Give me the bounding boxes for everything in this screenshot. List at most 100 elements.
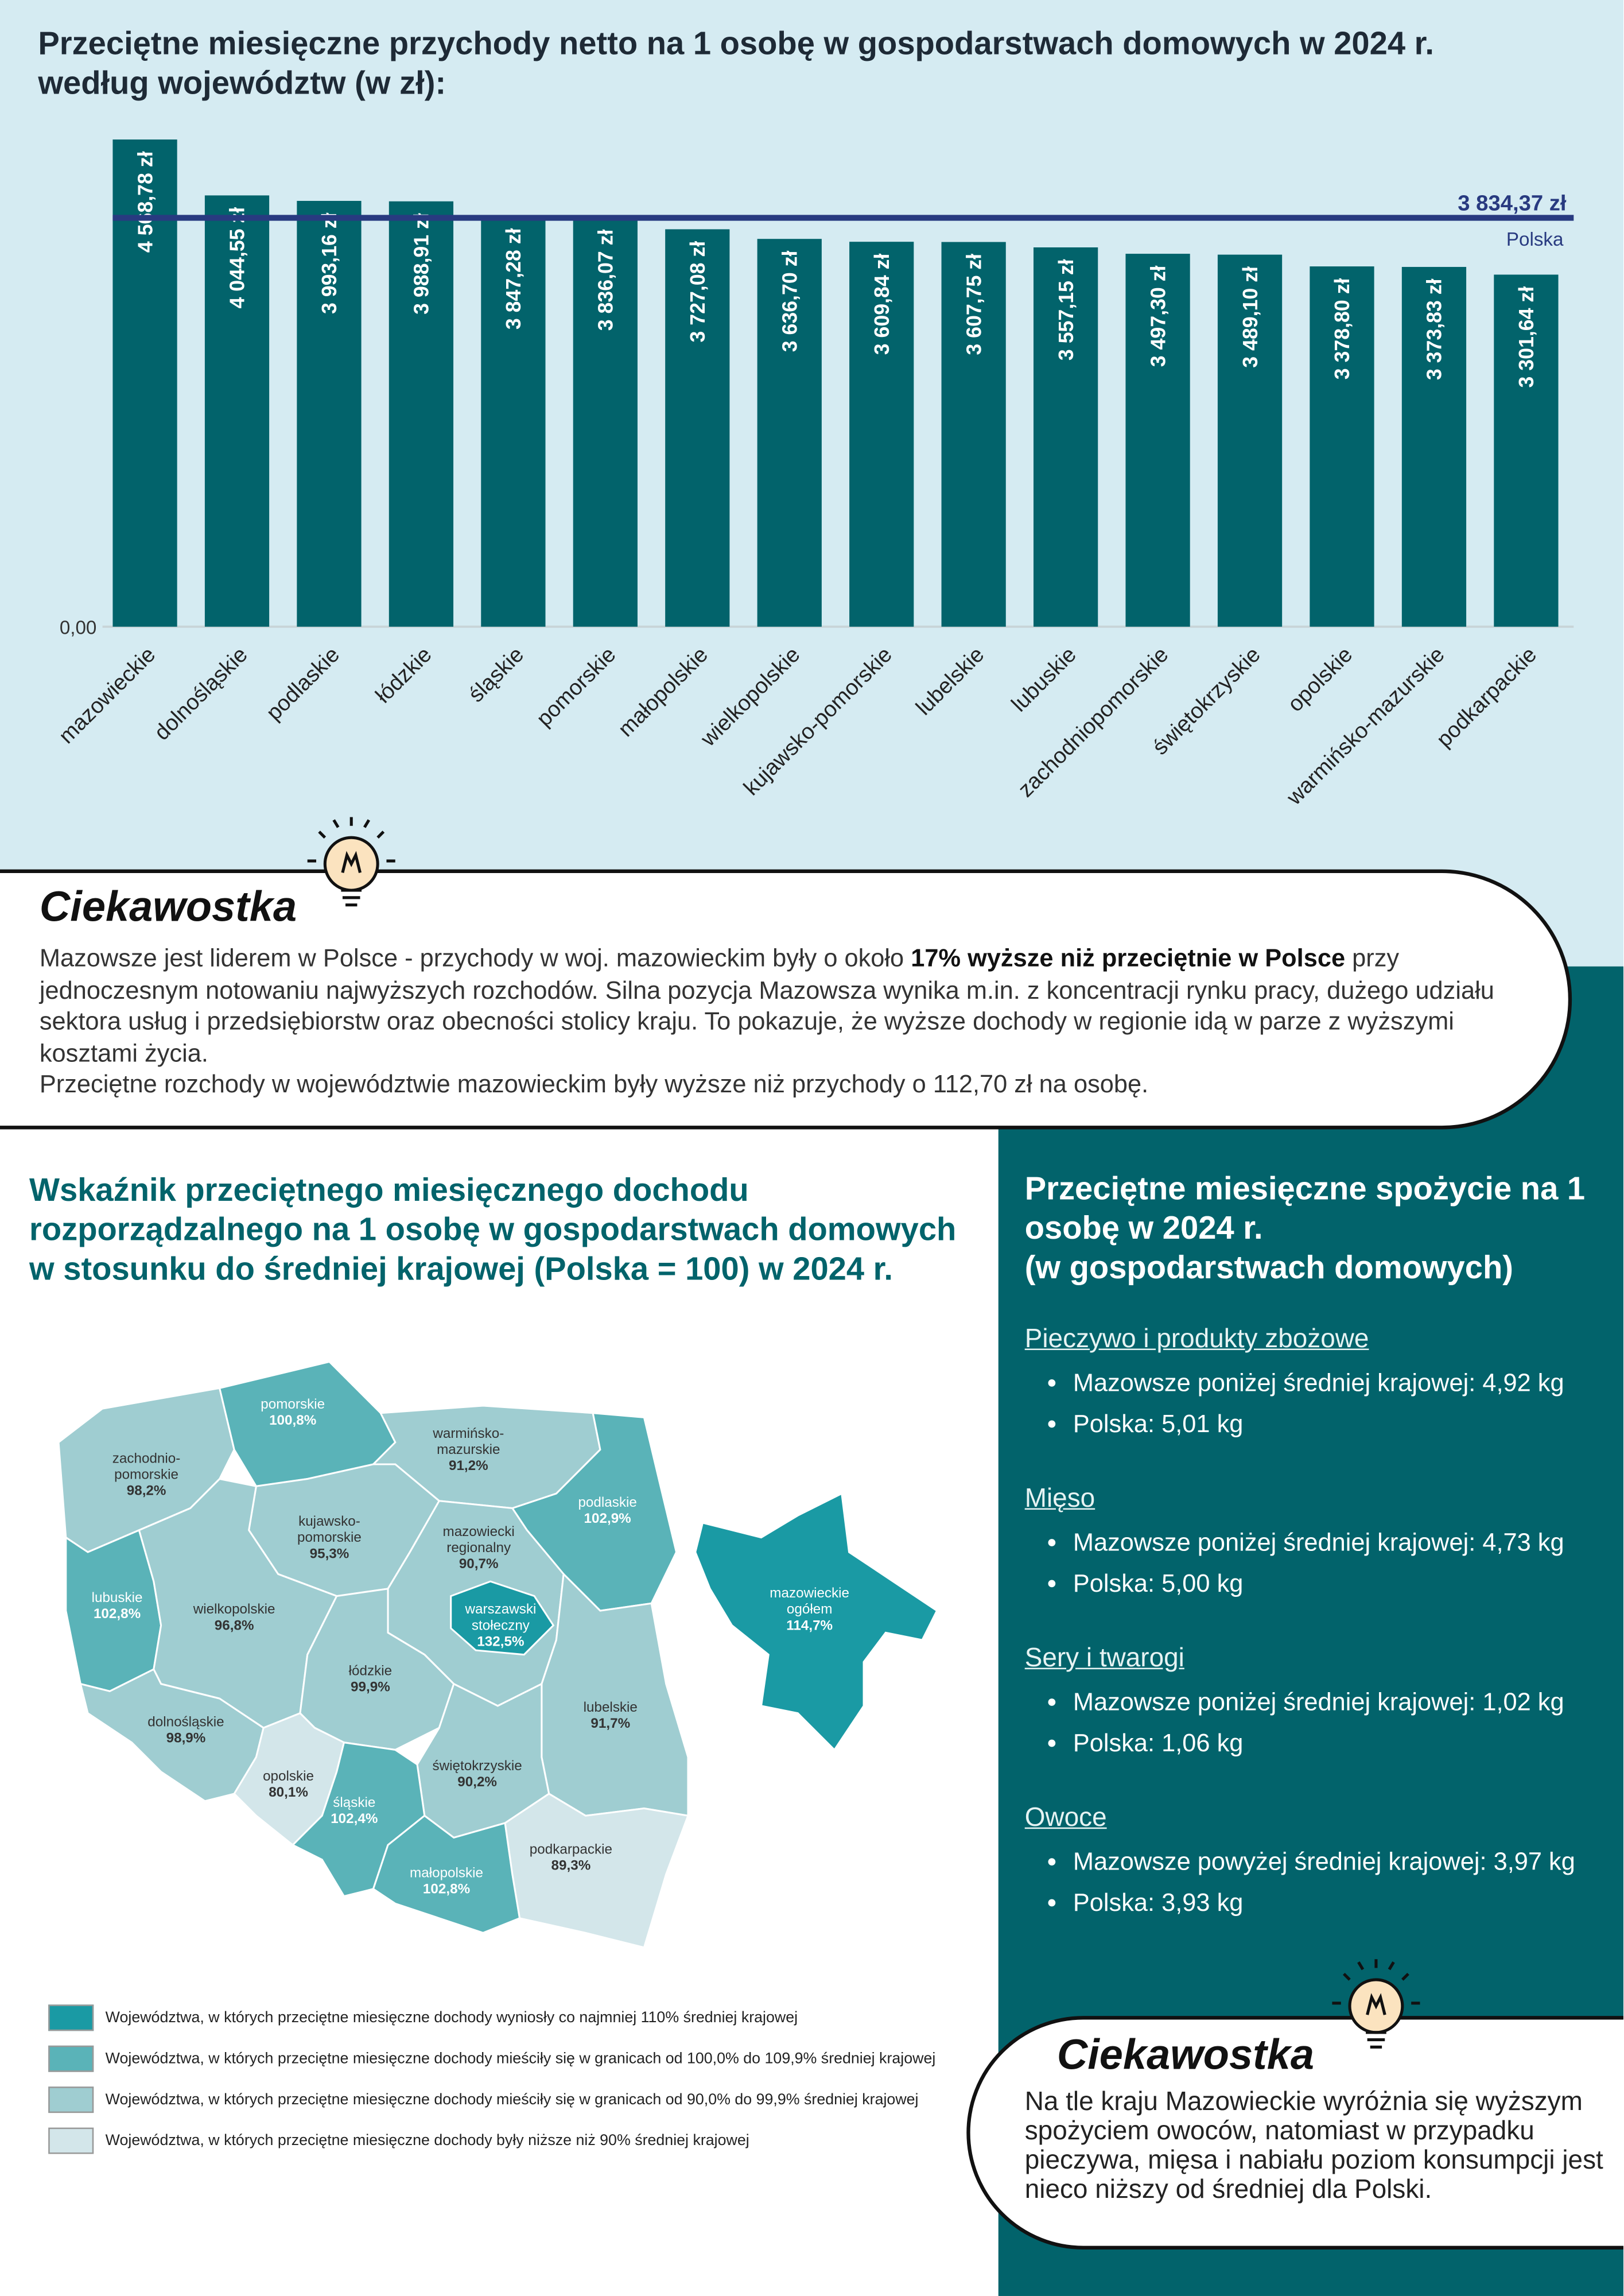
region-value: 80,1% xyxy=(269,1785,308,1801)
list-item: Polska: 5,01 kg xyxy=(1073,1404,1603,1445)
region-value: 102,4% xyxy=(331,1811,378,1828)
region-value: 102,9% xyxy=(584,1511,631,1527)
bar xyxy=(1494,274,1559,627)
region-name: małopolskie xyxy=(410,1865,484,1882)
value-label: 3 557,15 zł xyxy=(1055,259,1078,360)
legend: Województwa, w których przeciętne miesię… xyxy=(48,1998,935,2162)
region-value: 98,2% xyxy=(126,1483,166,1500)
section: Owoce Mazowsze powyżej średniej krajowej:… xyxy=(1025,1802,1603,1924)
text: Mazowsze jest liderem w Polsce - przycho… xyxy=(39,944,911,972)
list-item: Polska: 5,00 kg xyxy=(1073,1564,1603,1604)
region-value: 89,3% xyxy=(551,1858,591,1875)
reference-name: Polska xyxy=(1506,229,1564,250)
region-value: 90,7% xyxy=(459,1556,499,1573)
fact-text: Na tle kraju Mazowieckie wyróżnia się wy… xyxy=(1024,2086,1603,2204)
value-label: 3 301,64 zł xyxy=(1515,286,1538,388)
list-item: Mazowsze powyżej średniej krajowej: 3,97… xyxy=(1073,1842,1603,1883)
region-name: wielkopolskie xyxy=(193,1601,275,1618)
section-heading: Sery i twarogi xyxy=(1024,1643,1184,1673)
value-label: 3 727,08 zł xyxy=(686,241,709,343)
fact-card xyxy=(0,869,1572,1130)
bar xyxy=(204,195,270,627)
bar xyxy=(665,229,730,627)
legend-label: Województwa, w których przeciętne miesię… xyxy=(105,2008,798,2027)
legend-swatch xyxy=(48,2045,94,2072)
region-name: kujawsko-pomorskie xyxy=(297,1514,362,1546)
region-name: łódzkie xyxy=(348,1663,393,1680)
region-name: opolskie xyxy=(263,1768,314,1785)
region-label: świętokrzyskie 90,2% xyxy=(419,1759,536,1791)
bar xyxy=(1034,247,1098,627)
region-label: mazowieckie ogółem 114,7% xyxy=(758,1586,861,1634)
fact-text: Mazowsze jest liderem w Polsce - przycho… xyxy=(40,943,1503,1100)
legend-swatch xyxy=(48,2127,94,2154)
bar xyxy=(1125,254,1190,627)
bar xyxy=(1310,266,1374,627)
region-value: 102,8% xyxy=(422,1882,471,1898)
bar xyxy=(481,216,546,627)
bulb-icon xyxy=(307,817,395,907)
region-label: łódzkie 99,9% xyxy=(327,1663,414,1696)
item-list: Mazowsze poniżej średniej krajowej: 4,92… xyxy=(1025,1363,1603,1445)
region-label: warmińsko-mazurskie 91,2% xyxy=(417,1426,520,1475)
region xyxy=(541,1572,689,1817)
region-name: warmińsko-mazurskie xyxy=(433,1426,504,1459)
item-list: Mazowsze poniżej średniej krajowej: 4,73… xyxy=(1025,1523,1603,1605)
section: Mięso Mazowsze poniżej średniej krajowej:… xyxy=(1025,1483,1603,1605)
region xyxy=(372,1814,521,1934)
region-value: 91,7% xyxy=(590,1716,631,1732)
section-heading: Owoce xyxy=(1024,1802,1107,1832)
fact-title: Ciekawostka xyxy=(1056,2032,1315,2080)
legend-swatch xyxy=(48,2086,94,2113)
region-label: lubuskie 102,8% xyxy=(80,1590,154,1622)
region-name: świętokrzyskie xyxy=(432,1758,522,1775)
legend-item: Województwa, w których przeciętne miesię… xyxy=(48,2038,935,2079)
region-name: podlaskie xyxy=(578,1495,637,1511)
region-value: 90,2% xyxy=(457,1774,497,1791)
list-item: Polska: 3,93 kg xyxy=(1073,1883,1603,1924)
fact-card xyxy=(966,2016,1624,2250)
region xyxy=(504,1793,690,1949)
fact-title: Ciekawostka xyxy=(39,884,297,932)
value-label: 3 636,70 zł xyxy=(779,251,802,352)
value-label: 3 489,10 zł xyxy=(1239,266,1262,368)
chart-title: Przeciętne miesięczne przychody netto na… xyxy=(38,25,1435,102)
bulb-icon xyxy=(1332,1959,1420,2049)
region-name: lubelskie xyxy=(583,1700,638,1716)
region-value: 96,8% xyxy=(214,1618,254,1634)
panel-title: Przeciętne miesięczne spożycie na 1 osob… xyxy=(1024,1170,1586,1246)
region-label: mazowiecki regionalny 90,7% xyxy=(428,1525,530,1573)
legend-label: Województwa, w których przeciętne miesię… xyxy=(105,2132,749,2150)
region-label: opolskie 80,1% xyxy=(252,1769,325,1801)
paragraph: Przeciętne rozchody w województwie mazow… xyxy=(40,1069,1503,1100)
panel-title: (w gospodarstwach domowych) xyxy=(1024,1249,1513,1286)
region-value: 98,9% xyxy=(166,1731,206,1747)
region-name: dolnośląskie xyxy=(147,1715,224,1731)
value-label: 3 836,07 zł xyxy=(595,229,617,331)
bold-text: 17% wyższe niż przeciętnie w Polsce xyxy=(911,944,1346,972)
bar xyxy=(297,200,362,627)
region-value: 99,9% xyxy=(351,1679,390,1696)
region-label: lubelskie 91,7% xyxy=(566,1700,654,1732)
reference-label: 3 834,37 zł xyxy=(1458,191,1567,216)
bar xyxy=(1217,254,1283,627)
bar xyxy=(757,239,822,627)
section: Sery i twarogi Mazowsze poniżej średniej … xyxy=(1025,1643,1603,1764)
value-label: 3 847,28 zł xyxy=(502,228,525,329)
value-label: 3 497,30 zł xyxy=(1147,265,1170,367)
consumption: Przeciętne miesięczne spożycie na 1 osob… xyxy=(1025,1169,1603,1924)
region xyxy=(291,1741,426,1898)
region-value: 132,5% xyxy=(477,1634,525,1650)
legend-swatch xyxy=(48,2004,94,2031)
region xyxy=(450,1580,555,1656)
paragraph: Mazowsze jest liderem w Polsce - przycho… xyxy=(40,943,1503,1069)
legend-label: Województwa, w których przeciętne miesię… xyxy=(105,2050,936,2068)
region-name: zachodnio-pomorskie xyxy=(112,1451,181,1484)
region-value: 114,7% xyxy=(786,1618,833,1634)
section: Pieczywo i produkty zbożowe Mazowsze poni… xyxy=(1025,1324,1603,1445)
value-label: 4 568,78 zł xyxy=(134,151,157,253)
region-label: zachodnio-pomorskie 98,2% xyxy=(95,1451,198,1499)
list-item: Mazowsze poniżej średniej krajowej: 4,92… xyxy=(1073,1363,1603,1404)
region-label: podlaskie 102,9% xyxy=(564,1495,651,1527)
